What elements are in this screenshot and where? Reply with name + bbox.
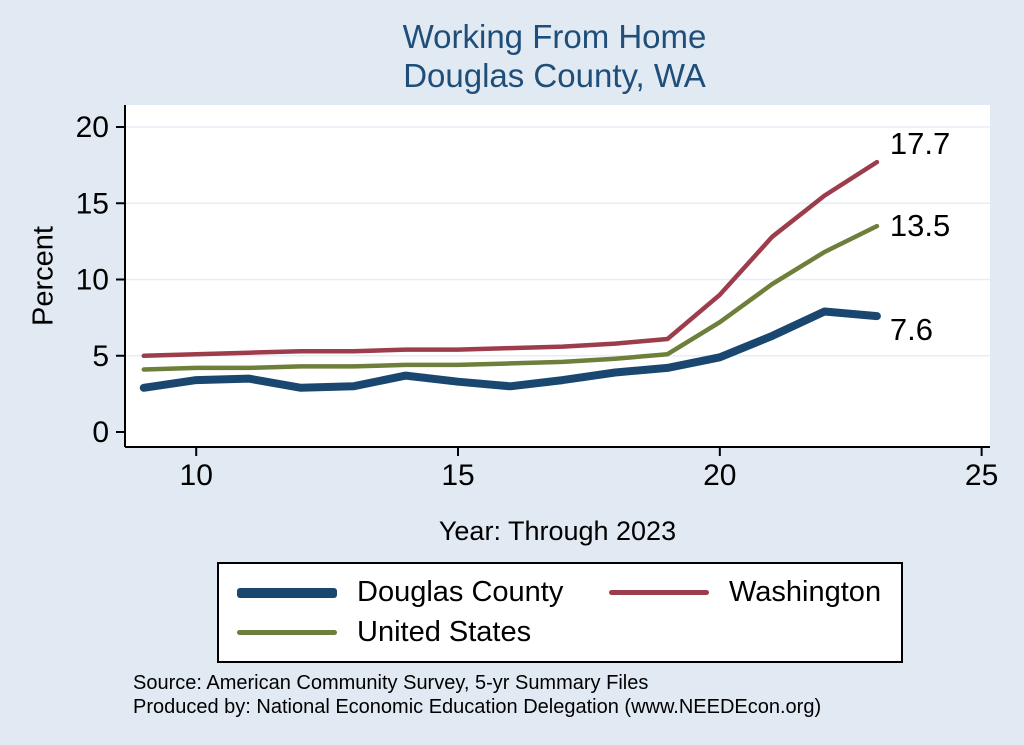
legend-item-united-states: United States bbox=[237, 616, 609, 649]
x-tick-label: 10 bbox=[180, 459, 213, 492]
x-axis-label: Year: Through 2023 bbox=[438, 516, 677, 546]
legend-row-2: United States bbox=[237, 616, 901, 649]
legend-item-douglas-county: Douglas County bbox=[237, 576, 609, 609]
legend-label-washington: Washington bbox=[729, 576, 882, 608]
legend: Douglas County Washington United States bbox=[217, 562, 903, 663]
end-label-united-states: 13.5 bbox=[890, 208, 950, 243]
series-line-united-states bbox=[141, 223, 880, 372]
y-tick-label: 5 bbox=[92, 340, 109, 373]
x-tick-label: 15 bbox=[441, 459, 474, 492]
x-tick-label: 20 bbox=[703, 459, 736, 492]
y-tick-label: 0 bbox=[92, 416, 109, 449]
end-label-washington: 17.7 bbox=[890, 126, 950, 161]
united-states-line-swatch bbox=[237, 630, 337, 635]
chart-title: Working From Home Douglas County, WA bbox=[95, 18, 1014, 96]
legend-item-washington: Washington bbox=[609, 576, 881, 609]
chart-title-line2: Douglas County, WA bbox=[403, 56, 706, 94]
washington-line-swatch bbox=[609, 590, 709, 595]
legend-label-douglas-county: Douglas County bbox=[357, 576, 564, 608]
douglas-county-line-swatch bbox=[237, 587, 337, 598]
y-tick-label: 15 bbox=[76, 187, 109, 220]
produced-by-line: Produced by: National Economic Education… bbox=[133, 695, 822, 718]
series-line-washington bbox=[141, 159, 880, 359]
plot-background bbox=[125, 105, 990, 447]
legend-label-united-states: United States bbox=[357, 616, 532, 648]
series-line-douglas-county bbox=[139, 307, 881, 392]
y-tick-label: 20 bbox=[76, 111, 109, 144]
legend-row-1: Douglas County Washington bbox=[237, 576, 901, 609]
x-tick-label: 25 bbox=[965, 459, 998, 492]
plot-area: 0 5 10 15 20 10 15 20 25 7.6 17.7 13.5 bbox=[76, 105, 998, 492]
source-line: Source: American Community Survey, 5-yr … bbox=[133, 672, 649, 694]
source-note: Source: American Community Survey, 5-yr … bbox=[133, 672, 1004, 719]
end-label-douglas-county: 7.6 bbox=[890, 312, 933, 347]
chart-title-line1: Working From Home bbox=[402, 18, 707, 55]
y-tick-label: 10 bbox=[76, 264, 109, 297]
